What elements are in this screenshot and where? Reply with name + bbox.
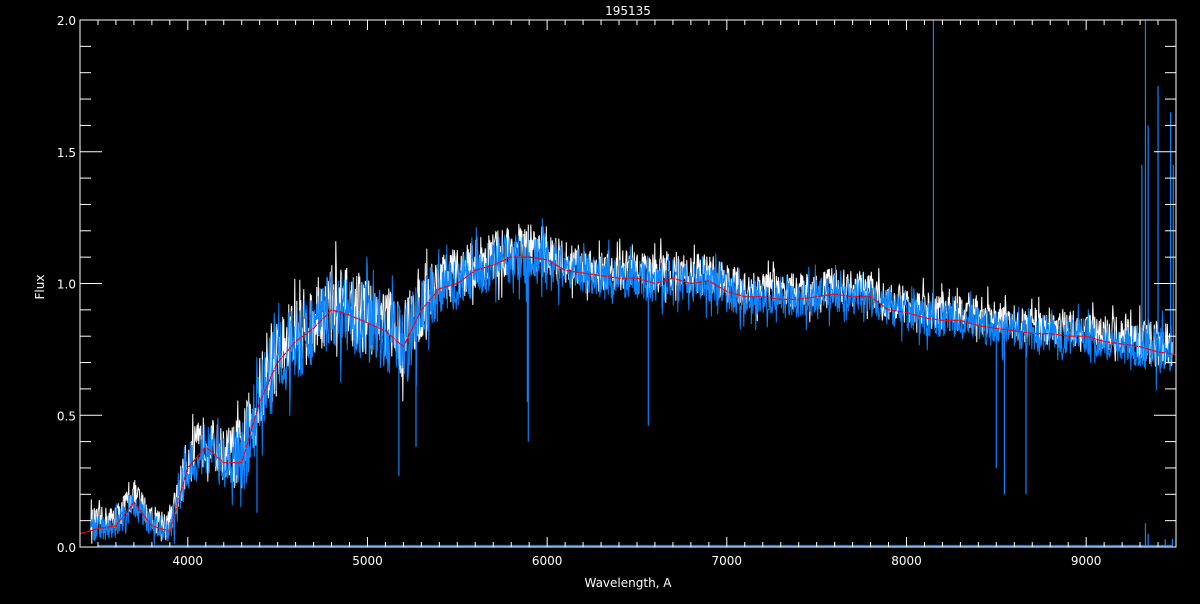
observed-spectrum-line	[90, 218, 1173, 546]
y-tick-label: 2.0	[57, 14, 76, 28]
chart-title: 195135	[605, 4, 651, 18]
x-tick-label: 4000	[173, 554, 204, 568]
y-tick-label: 1.0	[57, 278, 76, 292]
x-tick-label: 6000	[532, 554, 563, 568]
axes: 4000 5000 6000 7000 8000 9000 0.0 0.5 1.0 1.5 2.0	[57, 14, 1177, 568]
model-spectrum-line	[79, 256, 1177, 535]
y-axis-label: Flux	[33, 275, 47, 300]
x-tick-label: 8000	[891, 554, 922, 568]
y-tick-label: 1.5	[57, 146, 76, 160]
y-tick-label: 0.0	[57, 541, 76, 555]
plot-area	[79, 20, 1177, 547]
x-axis-label: Wavelength, A	[584, 576, 672, 590]
x-tick-label: 5000	[352, 554, 383, 568]
x-tick-label: 7000	[712, 554, 743, 568]
x-tick-label: 9000	[1071, 554, 1102, 568]
y-tick-label: 0.5	[57, 409, 76, 423]
